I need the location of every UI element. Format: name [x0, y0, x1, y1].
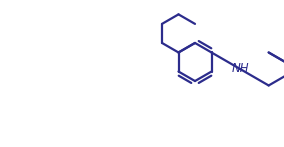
Text: NH: NH	[231, 62, 249, 75]
